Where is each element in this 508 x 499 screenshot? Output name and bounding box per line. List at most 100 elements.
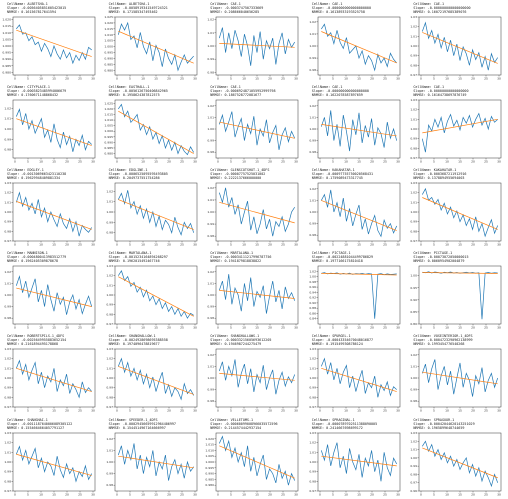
y-tick-label: 0.985 (206, 477, 215, 481)
x-tick-label: 5 (433, 77, 435, 81)
y-tick-label: 0.985 (2, 64, 11, 68)
line-plot: 1.03 1.02 1.01 1.00 0.99 0.98 0.970 5 10 15 20 25 30 (4, 181, 96, 247)
x-tick-label: 25 (383, 326, 387, 330)
y-tick-label: 0.97 (411, 239, 418, 243)
plot-frame (114, 349, 197, 408)
x-tick-label: 30 (193, 243, 197, 247)
x-tick-label: 15 (357, 160, 361, 164)
x-tick-label: 10 (39, 409, 43, 413)
x-tick-label: 10 (39, 492, 43, 496)
x-tick-label: 20 (268, 77, 272, 81)
cell-name-label: CellName: SPRAGINAL-1 (311, 417, 355, 422)
series-line (219, 359, 296, 395)
x-tick-label: 10 (242, 77, 246, 81)
cell-name-label: CellName: KAKAHATAR-1 (413, 168, 457, 173)
y-tick-label: 1.03 (309, 347, 316, 351)
panel-header: CellName: MARTALANA-1 Slope: -0.000341112… (210, 251, 271, 263)
y-tick-label: 1.00 (4, 210, 11, 214)
cell-name-label: CellName: EDGLEY-1 (7, 168, 44, 173)
y-tick-label: 0.98 (309, 280, 316, 284)
y-tick-label: 0.85 (411, 310, 418, 314)
x-tick-label: 20 (370, 77, 374, 81)
nrmse-label: NRMSE: 0.1974096478819677 (108, 342, 160, 347)
line-plot: 1.02 1.01 1.00 0.99 0.98 0 5 10 15 20 25 30 (411, 349, 502, 413)
x-tick-label: 10 (445, 409, 449, 413)
x-tick-label: 20 (65, 326, 69, 330)
y-tick-label: 1.01 (208, 282, 215, 286)
y-tick-label: 1.01 (4, 450, 11, 454)
series-line (422, 112, 499, 153)
y-tick-label: 1.00 (411, 44, 418, 48)
cell-name-label: CellName: PICTAGE-1 (413, 251, 453, 256)
line-plot: 1.03 1.02 1.01 1.00 0.99 0.98 0.970 5 10 15 20 25 30 (309, 347, 401, 413)
panel-header: CellName: KAKAHATAR-1 Slope: -0.000368721… (413, 168, 466, 180)
x-tick-label: 10 (445, 77, 449, 81)
nrmse-label: NRMSE: 0.16138933193525758 (311, 10, 365, 14)
y-tick-label: 1.000 (104, 129, 113, 133)
panel-header: CellName: CAE-1 Slope: -0.000000000000000… (413, 2, 470, 14)
x-tick-label: 30 (396, 77, 400, 81)
x-tick-label: 10 (242, 409, 246, 413)
x-tick-label: 30 (193, 492, 197, 496)
y-tick-label: 1.01 (106, 284, 113, 288)
y-tick-label: 1.03 (4, 431, 11, 435)
x-tick-label: 30 (497, 160, 501, 164)
x-tick-label: 10 (445, 492, 449, 496)
x-tick-label: 25 (78, 160, 82, 164)
line-plot: 1.03 1.02 1.01 1.00 0.99 0.98 0.970 5 10 15 20 25 30 (411, 15, 502, 81)
x-tick-label: 20 (268, 492, 272, 496)
x-tick-label: 5 (332, 243, 334, 247)
y-tick-label: 1.00 (411, 455, 418, 459)
y-tick-label: 1.00 (208, 376, 215, 380)
y-tick-label: 0.980 (104, 68, 113, 72)
y-tick-label: 1.005 (104, 124, 113, 128)
slope-label: Slope: -0.0015234164894268297 (108, 255, 168, 260)
y-tick-label: 0.86 (309, 312, 316, 316)
y-tick-label: 1.00 (208, 44, 215, 48)
cell-name-label: CellName: ROBERTSPILS-1_4DFS (7, 334, 65, 339)
y-tick-label: 0.98 (208, 316, 215, 320)
y-tick-label: 1.03 (411, 98, 418, 102)
y-tick-label: 1.02 (309, 20, 316, 24)
trend-line (219, 43, 295, 48)
line-plot: 1.02 1.01 1.00 0.99 0.98 0 5 10 15 20 25 30 (4, 99, 96, 164)
y-tick-label: 1.02 (309, 270, 316, 274)
nrmse-label: NRMSE: 0.16164738697876749 (413, 93, 467, 98)
cell-name-label: CellName: CITYPLACE-1 (7, 85, 50, 90)
x-tick-label: 5 (230, 243, 232, 247)
y-tick-label: 0.97 (411, 480, 418, 484)
nrmse-label: NRMSE: 0.208666040656285 (210, 10, 260, 14)
y-tick-label: 0.995 (206, 465, 215, 469)
trend-line (422, 447, 499, 478)
x-tick-label: 30 (91, 409, 95, 413)
x-tick-label: 15 (255, 77, 259, 81)
y-tick-label: 1.01 (411, 447, 418, 451)
chart-panel: CellName: PICTAGE-1 Slope: -0.00073072050… (406, 249, 508, 332)
y-tick-label: 1.01 (208, 198, 215, 202)
series-line (16, 24, 92, 65)
x-tick-label: 25 (180, 409, 184, 413)
trend-line (16, 287, 92, 308)
x-tick-label: 5 (433, 492, 435, 496)
series-line (15, 108, 92, 152)
plot-frame (317, 16, 401, 76)
panel-header: CellName: SHANGHALLOWS-1 Slope: -0.000332… (210, 334, 271, 346)
x-tick-label: 30 (294, 77, 298, 81)
cell-name-label: CellName: SHANGHALLOWS-1 (210, 334, 260, 339)
panel-header: CellName: SPRAGUOR-1 Slope: -0.0004204462… (413, 418, 474, 430)
y-tick-label: 0.97 (309, 489, 316, 493)
series-line (117, 21, 194, 72)
x-tick-label: 0 (116, 409, 118, 413)
series-line (320, 110, 397, 152)
cell-name-label: CellName: SPURGEL-1 (311, 334, 351, 339)
y-tick-label: 1.025 (104, 101, 113, 105)
y-tick-label: 0.98 (309, 479, 316, 483)
nrmse-label: NRMSE: 0.0060954902004879 (413, 259, 465, 264)
y-tick-label: 1.00 (4, 376, 11, 380)
trend-line (16, 368, 92, 393)
x-tick-label: 5 (433, 243, 435, 247)
y-tick-label: 0.98 (208, 400, 215, 404)
trend-line (16, 118, 92, 146)
x-tick-label: 30 (497, 77, 501, 81)
x-tick-label: 15 (52, 160, 56, 164)
